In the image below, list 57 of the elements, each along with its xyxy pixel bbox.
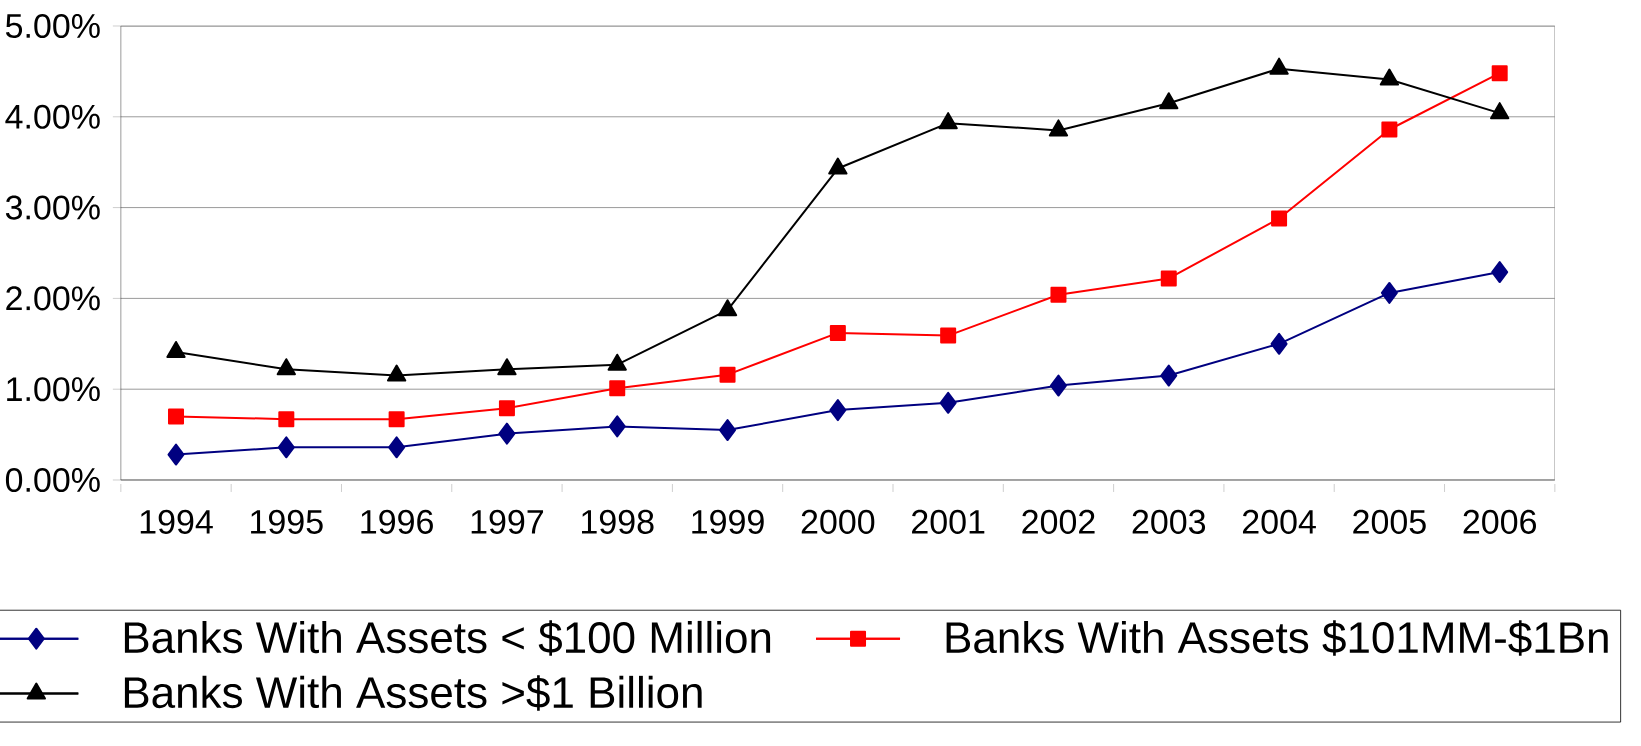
point (829, 324, 846, 341)
point (1490, 102, 1510, 120)
legend-label: Banks With Assets $101MM-$1Bn (946, 620, 1608, 656)
point (1050, 286, 1067, 303)
point (498, 422, 516, 445)
point (1379, 68, 1400, 86)
point (498, 400, 515, 417)
point (1159, 92, 1179, 110)
point (168, 408, 185, 425)
y-tick-label: 1.00% (7, 377, 100, 402)
point (1049, 374, 1067, 397)
point (828, 157, 848, 175)
point (1271, 210, 1288, 227)
point (1160, 270, 1177, 287)
legend-label: Banks With Assets < $100 Million (124, 620, 771, 656)
point (829, 399, 847, 422)
x-tick-label: 1996 (361, 509, 433, 534)
x-tick-label: 2001 (912, 509, 985, 534)
x-tick-label: 1997 (471, 509, 544, 534)
point (1381, 121, 1398, 138)
point (609, 380, 626, 397)
point (497, 358, 517, 376)
y-tick-label: 2.00% (6, 286, 100, 311)
legend-label: Banks With Assets >$1 Billion (124, 675, 702, 711)
x-tick-label: 1998 (582, 509, 654, 534)
x-tick-label: 1994 (140, 509, 213, 534)
point (277, 436, 295, 459)
x-tick-label: 2006 (1463, 509, 1536, 534)
x-tick-label: 1999 (692, 509, 764, 534)
point (276, 358, 296, 376)
point (167, 443, 185, 466)
point (388, 436, 406, 459)
y-tick-label: 0.00% (5, 467, 100, 493)
point (1380, 281, 1398, 304)
point (719, 419, 737, 442)
point (1270, 332, 1288, 355)
x-tick-label: 2000 (801, 509, 875, 534)
y-tick-label: 4.00% (5, 104, 100, 129)
point (1491, 261, 1509, 284)
point (1160, 364, 1178, 387)
point (278, 411, 295, 428)
point (940, 327, 957, 344)
point (388, 411, 405, 428)
x-tick-label: 1995 (251, 509, 323, 534)
point (938, 112, 958, 130)
point (717, 299, 738, 317)
x-tick-label: 2005 (1353, 509, 1426, 534)
y-tick-label: 3.00% (5, 195, 100, 220)
point (939, 391, 957, 414)
x-tick-label: 2004 (1242, 509, 1316, 534)
point (1048, 119, 1069, 137)
point (608, 415, 626, 438)
point (1269, 57, 1289, 75)
point (719, 366, 736, 383)
y-tick-label: 5.00% (5, 13, 100, 39)
x-tick-label: 2003 (1132, 509, 1206, 534)
x-tick-label: 2002 (1022, 509, 1095, 534)
